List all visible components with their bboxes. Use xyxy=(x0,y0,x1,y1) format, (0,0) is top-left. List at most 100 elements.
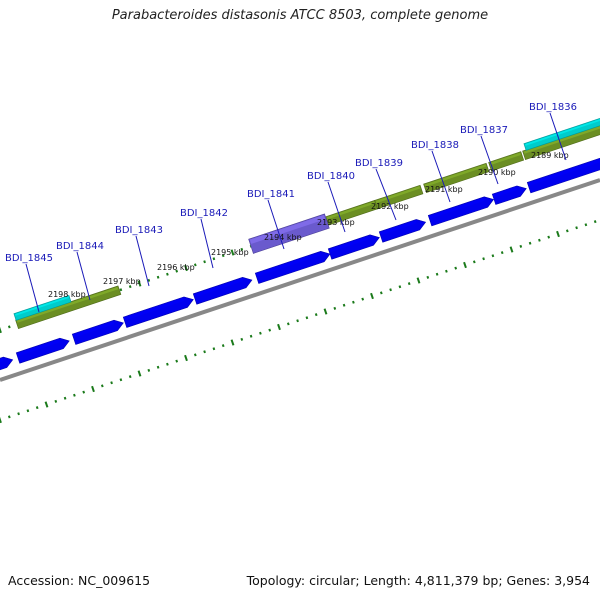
scale-label: 2195 kbp xyxy=(211,248,249,257)
minor-tick xyxy=(128,285,132,289)
feature-bar-purple xyxy=(248,213,330,254)
major-tick xyxy=(137,280,142,287)
major-tick xyxy=(230,339,235,346)
minor-tick xyxy=(7,325,11,329)
scale-label: 2192 kbp xyxy=(371,202,409,211)
minor-tick xyxy=(528,241,532,245)
scale-label: 2193 kbp xyxy=(317,218,355,227)
major-tick xyxy=(137,370,142,377)
cds-arrow-body xyxy=(122,296,194,328)
minor-tick xyxy=(240,247,244,251)
gene-leader-line xyxy=(480,135,499,185)
cds-arrow-highlight xyxy=(429,197,485,219)
accession-text: Accession: NC_009615 xyxy=(8,573,151,588)
gene-leader-line xyxy=(327,181,346,233)
major-tick xyxy=(323,308,328,315)
gene-leader-line xyxy=(135,235,150,287)
feature-bar-cyan-highlight xyxy=(15,296,69,316)
minor-tick xyxy=(565,229,569,233)
cds-arrow xyxy=(427,196,495,227)
scale-label: 2197 kbp xyxy=(103,277,141,286)
minor-tick xyxy=(212,257,216,261)
feature-bar-green-highlight xyxy=(523,126,600,154)
major-tick xyxy=(0,416,2,424)
minor-tick xyxy=(240,337,244,341)
minor-tick xyxy=(268,328,272,332)
cds-arrow-highlight xyxy=(493,186,518,198)
minor-tick xyxy=(584,223,588,227)
cds-arrow-body xyxy=(327,234,380,260)
minor-tick xyxy=(73,393,76,397)
feature-bar-cyan xyxy=(13,294,72,321)
feature-bar-purple-highlight xyxy=(249,214,326,244)
cds-arrow xyxy=(71,319,124,345)
minor-tick xyxy=(547,235,551,239)
cds-arrow-highlight xyxy=(256,252,321,277)
cds-arrow-highlight xyxy=(194,278,243,298)
gene-label: BDI_1841 xyxy=(247,189,295,200)
minor-tick xyxy=(352,300,355,304)
gene-leader-line xyxy=(267,199,285,250)
minor-tick xyxy=(472,260,476,264)
gene-leader-line xyxy=(25,263,40,313)
minor-tick xyxy=(538,238,541,242)
cds-arrow xyxy=(378,219,427,243)
scale-label: 2191 kbp xyxy=(425,185,463,194)
gene-label-group: BDI_1842 xyxy=(180,208,228,269)
feature-track xyxy=(13,117,600,329)
feature-bar-cyan xyxy=(523,117,600,151)
minor-tick xyxy=(110,381,113,385)
cds-arrow xyxy=(254,250,331,284)
gene-label-group: BDI_1836 xyxy=(529,102,577,161)
minor-tick xyxy=(361,297,365,301)
minor-tick xyxy=(156,275,160,279)
gene-leader-line xyxy=(76,251,91,301)
minor-tick xyxy=(305,316,309,320)
feature-bar-green-highlight xyxy=(375,186,421,204)
minor-tick xyxy=(26,409,30,413)
major-tick xyxy=(230,249,235,256)
minor-tick xyxy=(156,365,160,369)
gene-leader-line xyxy=(200,218,214,269)
cds-arrow xyxy=(0,356,14,371)
cds-arrow xyxy=(327,234,380,260)
minor-tick xyxy=(203,260,206,264)
scale-label: 2198 kbp xyxy=(48,290,86,299)
gene-leader-line xyxy=(549,112,567,161)
gene-label-group: BDI_1837 xyxy=(460,125,508,185)
cds-arrow-highlight xyxy=(73,321,115,338)
major-tick xyxy=(463,261,467,269)
gene-label-group: BDI_1843 xyxy=(115,225,163,287)
minor-tick xyxy=(82,390,86,394)
minor-tick xyxy=(314,313,318,317)
gene-label: BDI_1839 xyxy=(355,158,403,169)
gene-label-group: BDI_1838 xyxy=(411,140,459,203)
cds-arrow-highlight xyxy=(528,159,600,186)
cds-arrow-body xyxy=(427,196,495,227)
minor-tick xyxy=(193,353,197,357)
minor-tick xyxy=(119,288,123,292)
major-tick xyxy=(509,246,514,253)
minor-tick xyxy=(166,362,169,366)
cds-arrow-highlight xyxy=(0,358,4,363)
minor-tick xyxy=(128,375,132,379)
minor-tick xyxy=(342,303,346,307)
minor-tick xyxy=(17,412,20,416)
cds-arrow xyxy=(15,337,70,364)
minor-tick xyxy=(575,226,578,230)
cds-arrow-highlight xyxy=(17,339,61,357)
genome-summary: Topology: circular; Length: 4,811,379 bp… xyxy=(246,573,590,588)
major-tick xyxy=(556,230,560,238)
scale-label: 2190 kbp xyxy=(478,168,516,177)
minor-tick xyxy=(593,220,597,224)
feature-bar-green xyxy=(374,184,424,210)
gene-label-group: BDI_1845 xyxy=(5,253,53,313)
scale-label: 2189 kbp xyxy=(531,151,569,160)
minor-tick xyxy=(221,254,225,258)
minor-tick xyxy=(147,278,151,282)
feature-bar-cyan-highlight xyxy=(525,119,600,146)
backbone-line xyxy=(0,178,600,382)
gene-label: BDI_1836 xyxy=(529,102,577,113)
